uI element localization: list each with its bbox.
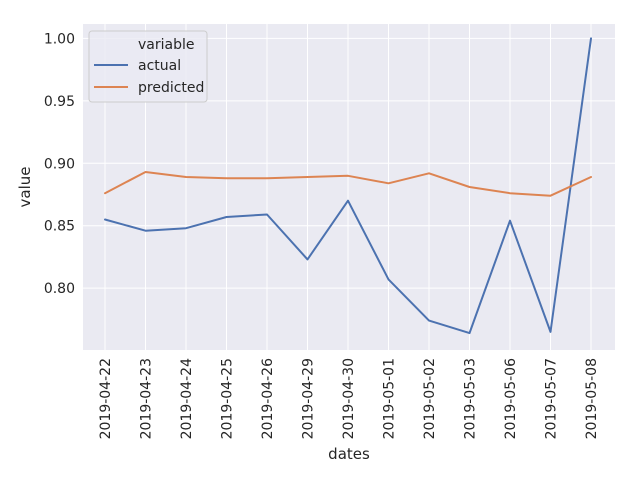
y-tick-label: 1.00 — [44, 31, 75, 47]
legend-box — [88, 30, 208, 103]
x-tick-label: 2019-04-26 — [260, 358, 276, 439]
x-tick-label: 2019-04-24 — [179, 358, 195, 439]
legend-label-actual: actual — [138, 58, 181, 74]
x-tick-labels: 2019-04-22 2019-04-23 2019-04-24 2019-04-25… — [98, 358, 600, 439]
series-line-predicted — [104, 171, 592, 197]
x-tick-label: 2019-04-25 — [220, 358, 236, 439]
y-tick-label: 0.95 — [44, 94, 75, 110]
x-tick-label: 2019-04-22 — [98, 358, 114, 439]
x-tick-label: 2019-04-23 — [139, 358, 155, 439]
x-tick-label: 2019-05-03 — [463, 358, 479, 439]
y-tick-label: 0.85 — [44, 219, 75, 235]
x-tick-label: 2019-05-06 — [503, 358, 519, 439]
x-tick-label: 2019-05-01 — [382, 358, 398, 439]
x-tick-label: 2019-04-29 — [301, 358, 317, 439]
series-lines — [104, 37, 592, 335]
x-tick-label: 2019-04-30 — [341, 358, 357, 439]
y-axis-label: value — [16, 167, 34, 208]
legend-label-predicted: predicted — [138, 80, 204, 96]
y-tick-label: 0.80 — [44, 281, 75, 297]
x-tick-label: 2019-05-07 — [544, 358, 560, 439]
series-line-actual — [104, 37, 592, 335]
legend: variable actual predicted — [88, 30, 208, 103]
x-axis-label: dates — [328, 445, 370, 463]
y-tick-labels: 0.80 0.85 0.90 0.95 1.00 — [44, 31, 75, 297]
y-tick-label: 0.90 — [44, 156, 75, 172]
x-tick-label: 2019-05-02 — [422, 358, 438, 439]
x-tick-label: 2019-05-08 — [584, 358, 600, 439]
legend-title: variable — [138, 37, 194, 53]
